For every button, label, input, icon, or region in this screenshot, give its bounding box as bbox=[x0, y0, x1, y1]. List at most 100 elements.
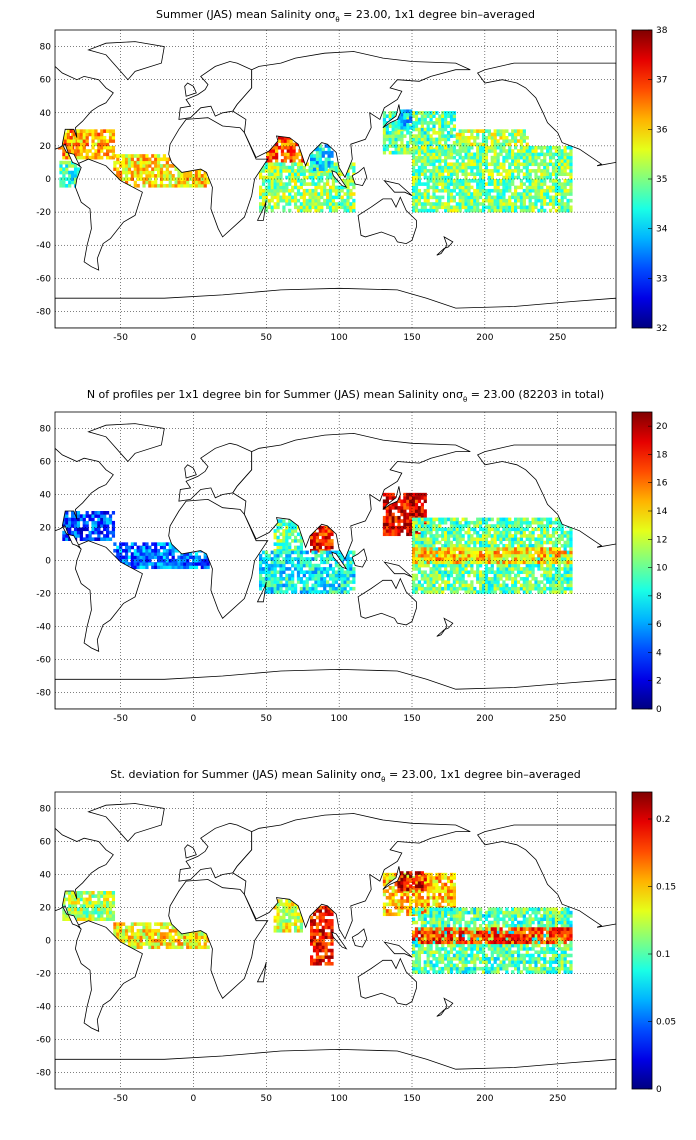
data-cell bbox=[270, 563, 274, 568]
data-cell bbox=[493, 179, 497, 183]
data-cell bbox=[382, 499, 387, 504]
data-cell bbox=[537, 583, 541, 588]
data-cell bbox=[299, 169, 304, 173]
data-cell bbox=[279, 188, 283, 193]
data-cell bbox=[426, 544, 430, 548]
data-cell bbox=[420, 134, 424, 138]
data-cell bbox=[516, 547, 521, 551]
data-cell bbox=[458, 573, 462, 578]
data-cell bbox=[534, 205, 538, 210]
data-cell bbox=[139, 545, 143, 550]
data-cell bbox=[352, 567, 356, 571]
data-cell bbox=[514, 563, 518, 568]
data-cell bbox=[417, 175, 422, 180]
data-cell bbox=[346, 580, 350, 584]
data-cell bbox=[157, 555, 161, 560]
data-cell bbox=[461, 563, 465, 568]
data-cell bbox=[522, 520, 526, 525]
data-cell bbox=[508, 162, 512, 167]
data-cell bbox=[124, 160, 129, 165]
data-cell bbox=[528, 560, 532, 565]
data-cell bbox=[299, 182, 304, 186]
data-cell bbox=[557, 583, 561, 588]
data-cell bbox=[543, 172, 547, 176]
data-cell bbox=[522, 159, 526, 163]
data-cell bbox=[189, 183, 193, 188]
data-cell bbox=[557, 159, 561, 163]
data-cell bbox=[346, 205, 350, 210]
data-cell bbox=[426, 540, 430, 545]
data-cell bbox=[464, 172, 468, 176]
data-cell bbox=[171, 164, 175, 168]
data-cell bbox=[420, 553, 424, 558]
data-cell bbox=[133, 170, 137, 175]
data-cell bbox=[71, 894, 75, 898]
data-cell bbox=[505, 205, 509, 210]
data-cell bbox=[326, 182, 330, 186]
data-cell bbox=[382, 137, 387, 142]
data-cell bbox=[320, 205, 324, 210]
data-cell bbox=[493, 155, 497, 160]
x-tick-label: 100 bbox=[331, 333, 348, 343]
data-cell bbox=[461, 132, 465, 137]
data-cell bbox=[481, 192, 486, 196]
data-cell bbox=[484, 192, 489, 196]
data-cell bbox=[481, 537, 486, 541]
data-cell bbox=[296, 165, 301, 170]
data-cell bbox=[560, 590, 564, 594]
data-cell bbox=[490, 132, 494, 137]
data-cell bbox=[531, 179, 535, 183]
data-cell bbox=[270, 570, 274, 574]
data-cell bbox=[449, 155, 454, 160]
data-cell bbox=[177, 177, 181, 181]
data-cell bbox=[499, 583, 503, 588]
data-cell bbox=[323, 577, 327, 581]
data-cell bbox=[429, 577, 433, 581]
data-cell bbox=[276, 165, 280, 170]
data-cell bbox=[63, 132, 67, 137]
data-cell bbox=[124, 925, 129, 930]
data-cell bbox=[548, 520, 553, 525]
data-cell bbox=[91, 145, 95, 150]
data-cell bbox=[177, 170, 181, 175]
data-cell bbox=[76, 520, 81, 525]
data-cell bbox=[334, 205, 338, 210]
data-cell bbox=[136, 555, 140, 560]
data-cell bbox=[516, 530, 521, 535]
data-cell bbox=[279, 172, 283, 176]
data-cell bbox=[302, 202, 306, 206]
data-cell bbox=[496, 198, 500, 203]
data-cell bbox=[162, 555, 167, 560]
data-cell bbox=[285, 557, 289, 561]
data-cell bbox=[85, 904, 89, 908]
data-cell bbox=[330, 542, 334, 546]
data-cell bbox=[446, 185, 451, 190]
data-cell bbox=[543, 202, 547, 206]
data-cell bbox=[420, 520, 424, 525]
data-cell bbox=[279, 165, 283, 170]
data-cell bbox=[446, 534, 451, 538]
data-cell bbox=[346, 567, 350, 571]
data-cell bbox=[412, 550, 416, 555]
data-cell bbox=[127, 935, 132, 940]
data-cell bbox=[479, 129, 483, 133]
data-cell bbox=[484, 534, 489, 538]
data-cell bbox=[444, 527, 448, 532]
data-cell bbox=[438, 145, 442, 150]
data-cell bbox=[496, 560, 500, 565]
data-cell bbox=[569, 185, 573, 190]
data-cell bbox=[435, 570, 439, 574]
data-cell bbox=[165, 562, 169, 566]
data-cell bbox=[458, 185, 462, 190]
data-cell bbox=[299, 195, 304, 200]
data-cell bbox=[540, 540, 544, 545]
data-cell bbox=[291, 557, 295, 561]
data-cell bbox=[522, 208, 526, 213]
data-cell bbox=[487, 544, 491, 548]
colorbar-tick-label: 0 bbox=[656, 705, 662, 715]
data-cell bbox=[382, 522, 387, 527]
data-cell bbox=[566, 560, 570, 565]
data-cell bbox=[441, 517, 445, 522]
data-cell bbox=[273, 580, 277, 584]
data-cell bbox=[85, 149, 89, 153]
